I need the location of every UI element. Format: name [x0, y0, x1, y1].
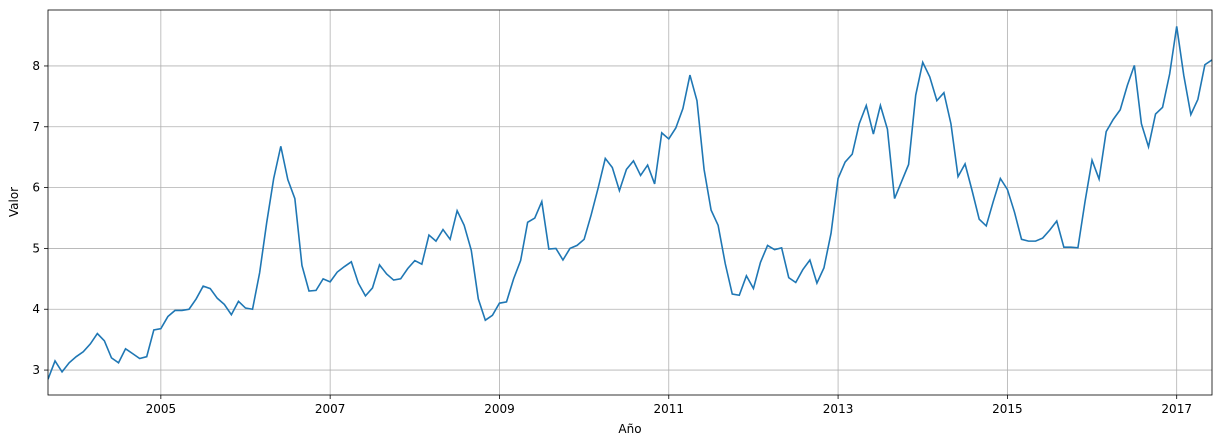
x-tick-label: 2005	[146, 402, 177, 416]
y-tick-label: 8	[32, 59, 40, 73]
x-tick-label: 2013	[823, 402, 854, 416]
y-tick-label: 6	[32, 181, 40, 195]
x-axis-label: Año	[618, 422, 641, 436]
plot-frame	[47, 9, 1213, 396]
y-tick-label: 7	[32, 120, 40, 134]
x-tick-label: 2017	[1161, 402, 1192, 416]
x-tick-label: 2011	[653, 402, 684, 416]
x-tick-label: 2015	[992, 402, 1023, 416]
data-line	[48, 26, 1212, 380]
y-tick-label: 5	[32, 241, 40, 255]
y-axis-label: Valor	[7, 187, 21, 217]
y-tick-label: 3	[32, 363, 40, 377]
x-tick-label: 2009	[484, 402, 515, 416]
x-tick-label: 2007	[315, 402, 346, 416]
y-tick-label: 4	[32, 302, 40, 316]
